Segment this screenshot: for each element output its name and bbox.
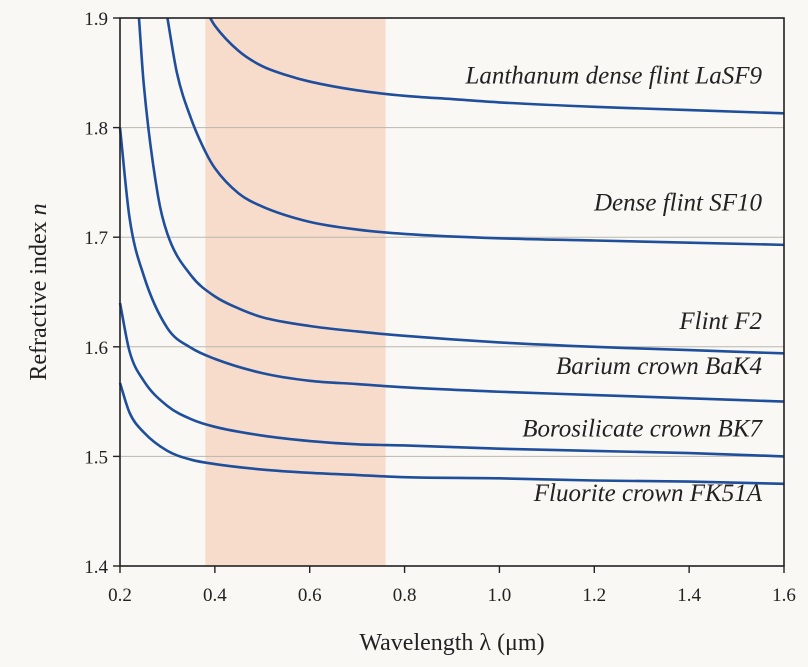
visible-spectrum-band-layer: [205, 18, 386, 566]
x-tick-label-1: 0.4: [203, 585, 227, 606]
y-tick-label-3: 1.7: [84, 228, 108, 249]
x-axis-title: Wavelength λ (μm): [359, 630, 544, 656]
y-tick-label-2: 1.6: [84, 338, 108, 359]
series-label-5: Fluorite crown FK51A: [533, 480, 763, 507]
series-layer: [118, 17, 785, 486]
x-tick-label-0: 0.2: [108, 585, 132, 606]
series-line-5: [118, 382, 785, 486]
series-line-3: [118, 127, 785, 403]
y-axis-title-text: Refractive index: [26, 221, 52, 380]
y-tick-label-4: 1.8: [84, 119, 108, 140]
x-tick-label-3: 0.8: [393, 585, 417, 606]
y-tick-label-0: 1.4: [84, 557, 108, 578]
series-label-3: Barium crown BaK4: [556, 353, 762, 380]
series-line-4: [118, 302, 785, 458]
y-tick-label-5: 1.9: [84, 9, 108, 30]
x-tick-label-4: 1.0: [488, 585, 512, 606]
y-axis-title: Refractive index n: [26, 203, 52, 380]
x-tick-label-2: 0.6: [298, 585, 322, 606]
series-label-2: Flint F2: [678, 308, 762, 335]
series-line-0: [209, 17, 785, 115]
series-label-1: Dense flint SF10: [593, 190, 763, 217]
y-axis-title-symbol: n: [26, 203, 52, 215]
x-tick-label-7: 1.6: [772, 585, 796, 606]
x-tick-label-5: 1.2: [582, 585, 606, 606]
series-line-2: [137, 17, 785, 355]
plot-frame: [119, 17, 785, 567]
series-line-1: [166, 17, 785, 247]
visible-spectrum-band: [205, 18, 386, 566]
x-tick-label-6: 1.4: [677, 585, 701, 606]
series-label-4: Borosilicate crown BK7: [522, 415, 763, 442]
series-label-layer: Lanthanum dense flint LaSF9 Dense flint S…: [464, 63, 763, 508]
tick-layer: 0.2 0.4 0.6 0.8 1.0 1.2 1.4 1.6 1.4 1.5 1.6 1.7 1.8 1…: [84, 9, 796, 606]
series-label-0: Lanthanum dense flint LaSF9: [464, 63, 762, 90]
y-tick-label-1: 1.5: [84, 447, 108, 468]
